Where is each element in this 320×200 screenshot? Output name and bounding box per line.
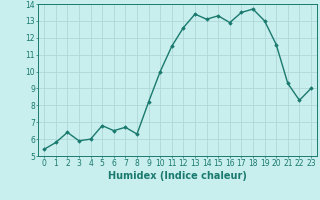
X-axis label: Humidex (Indice chaleur): Humidex (Indice chaleur) xyxy=(108,171,247,181)
